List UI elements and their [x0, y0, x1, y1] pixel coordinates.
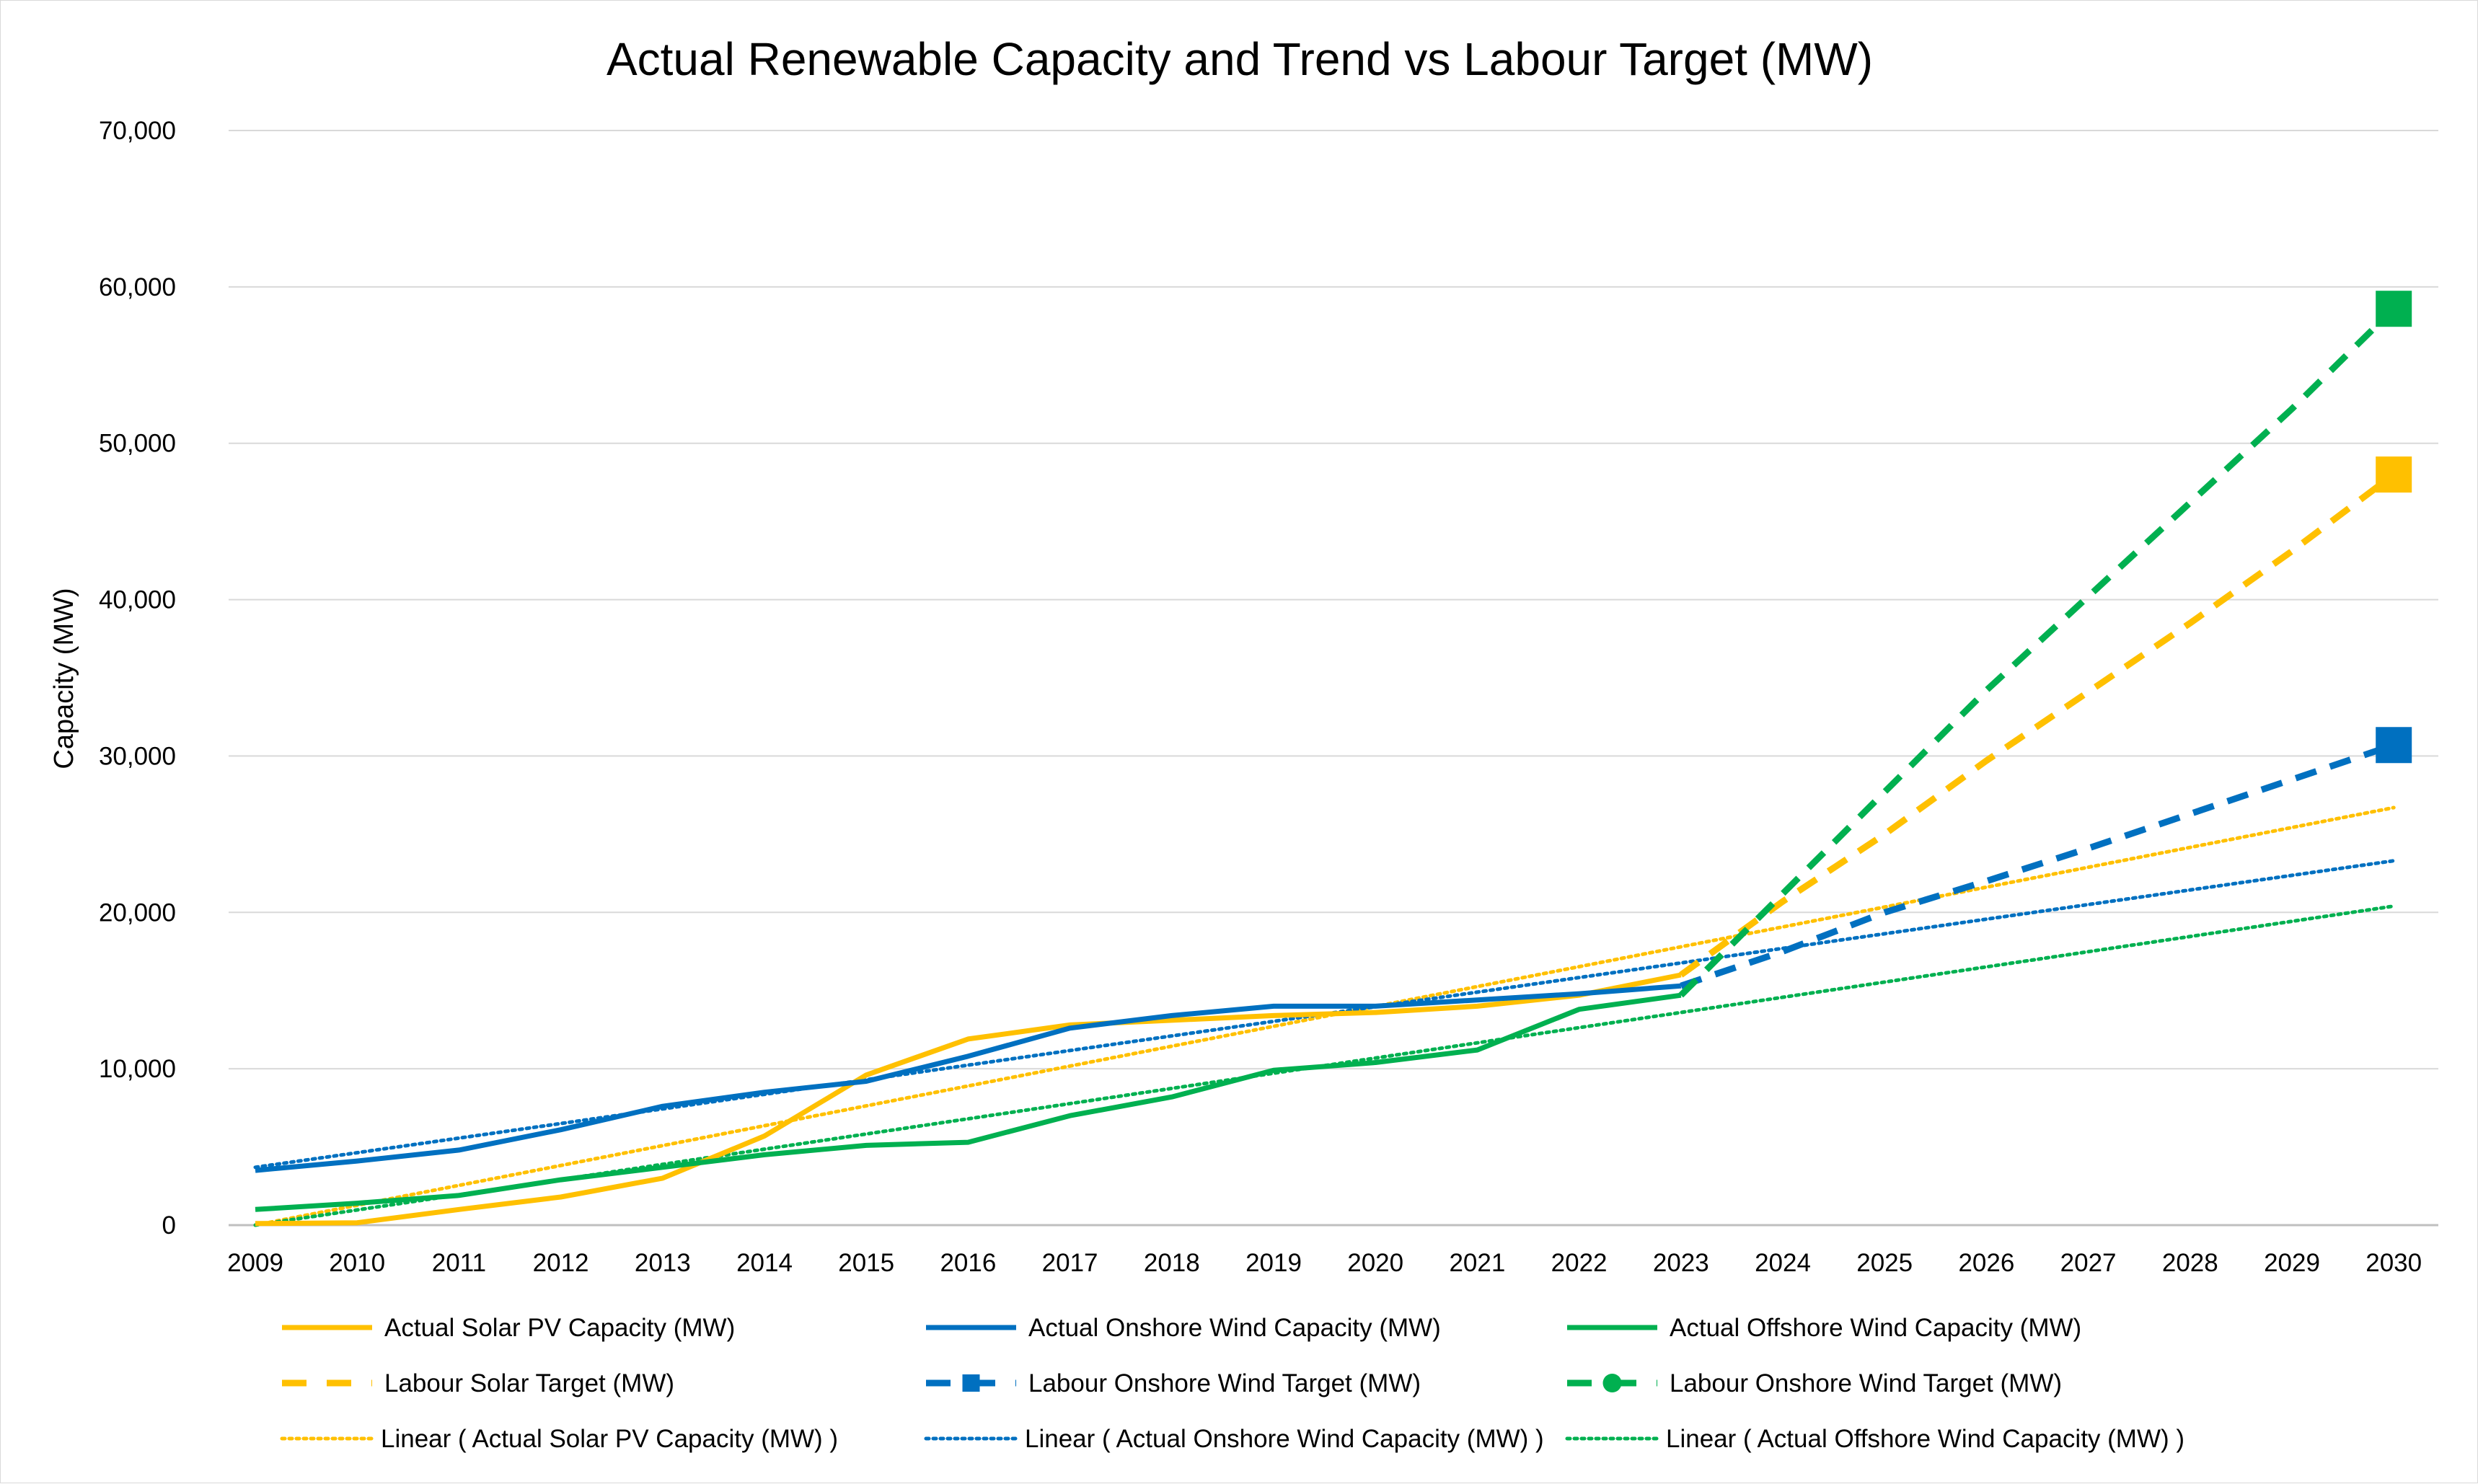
x-tick-label: 2023 — [1653, 1249, 1709, 1277]
target-marker — [2376, 456, 2412, 493]
y-tick-label: 0 — [162, 1211, 176, 1240]
legend-label: Linear ( Actual Solar PV Capacity (MW) ) — [381, 1425, 838, 1453]
legend-label: Actual Solar PV Capacity (MW) — [384, 1314, 735, 1342]
x-tick-label: 2019 — [1245, 1249, 1302, 1277]
legend-item: Labour Onshore Wind Target (MW) — [926, 1369, 1421, 1397]
x-tick-label: 2021 — [1449, 1249, 1505, 1277]
x-tick-label: 2009 — [227, 1249, 283, 1277]
series-line — [255, 992, 1682, 1212]
legend-item: Actual Offshore Wind Capacity (MW) — [1567, 1314, 2081, 1342]
legend-label: Linear ( Actual Offshore Wind Capacity (… — [1666, 1425, 2184, 1453]
series-line — [1678, 306, 2397, 998]
x-tick-label: 2025 — [1856, 1249, 1913, 1277]
x-tick-label: 2012 — [533, 1249, 589, 1277]
legend-label: Linear ( Actual Onshore Wind Capacity (M… — [1025, 1425, 1544, 1453]
x-tick-label: 2018 — [1144, 1249, 1200, 1277]
x-tick-label: 2014 — [736, 1249, 793, 1277]
series-line — [255, 983, 1682, 1173]
y-tick-label: 70,000 — [99, 117, 176, 145]
y-tick-label: 50,000 — [99, 430, 176, 458]
series-line — [1680, 741, 2395, 989]
series-line — [255, 972, 1682, 1227]
legend-label: Actual Offshore Wind Capacity (MW) — [1670, 1314, 2081, 1342]
legend-marker — [1602, 1374, 1622, 1392]
legend-item: Linear ( Actual Solar PV Capacity (MW) ) — [280, 1425, 838, 1453]
y-axis-title: Capacity (MW) — [49, 588, 79, 769]
target-marker — [2376, 727, 2412, 764]
legend: Actual Solar PV Capacity (MW) Actual Onsh… — [280, 1314, 2184, 1453]
legend-label: Labour Onshore Wind Target (MW) — [1670, 1369, 2062, 1397]
legend-item: Linear ( Actual Offshore Wind Capacity (… — [1565, 1425, 2184, 1453]
legend-marker — [962, 1374, 980, 1392]
legend-item: Labour Onshore Wind Target (MW) — [1567, 1369, 2062, 1397]
series-layer — [253, 291, 2412, 1227]
target-marker — [2376, 291, 2412, 327]
x-tick-label: 2020 — [1347, 1249, 1403, 1277]
y-tick-label: 40,000 — [99, 586, 176, 614]
x-tick-label: 2016 — [940, 1249, 996, 1277]
y-tick-label: 30,000 — [99, 742, 176, 770]
x-axis-ticks: 2009 2010 2011 2012 2013 2014 2015 2016 2017 2018… — [227, 1249, 2422, 1277]
legend-item: Labour Solar Target (MW) — [282, 1369, 674, 1397]
gridlines — [229, 130, 2438, 1227]
y-axis-ticks: 0 10,000 20,000 30,000 40,000 50,000 60,000 70,… — [99, 117, 176, 1240]
legend-label: Labour Solar Target (MW) — [384, 1369, 674, 1397]
x-tick-label: 2015 — [838, 1249, 894, 1277]
legend-item: Actual Solar PV Capacity (MW) — [282, 1314, 735, 1342]
legend-label: Actual Onshore Wind Capacity (MW) — [1028, 1314, 1441, 1342]
legend-label: Labour Onshore Wind Target (MW) — [1028, 1369, 1421, 1397]
x-tick-label: 2017 — [1042, 1249, 1098, 1277]
x-tick-label: 2011 — [432, 1249, 486, 1277]
x-tick-label: 2024 — [1755, 1249, 1811, 1277]
x-tick-label: 2027 — [2060, 1249, 2117, 1277]
x-tick-label: 2022 — [1551, 1249, 1608, 1277]
x-tick-label: 2029 — [2264, 1249, 2320, 1277]
legend-item: Linear ( Actual Onshore Wind Capacity (M… — [924, 1425, 1544, 1453]
y-tick-label: 10,000 — [99, 1055, 176, 1083]
x-tick-label: 2013 — [635, 1249, 691, 1277]
x-tick-label: 2026 — [1958, 1249, 2014, 1277]
y-tick-label: 60,000 — [99, 273, 176, 301]
series-line — [1679, 472, 2396, 978]
y-tick-label: 20,000 — [99, 898, 176, 927]
x-tick-label: 2010 — [329, 1249, 385, 1277]
legend-item: Actual Onshore Wind Capacity (MW) — [926, 1314, 1441, 1342]
chart-title: Actual Renewable Capacity and Trend vs L… — [607, 33, 1873, 85]
x-tick-label: 2030 — [2365, 1249, 2422, 1277]
x-tick-label: 2028 — [2162, 1249, 2218, 1277]
